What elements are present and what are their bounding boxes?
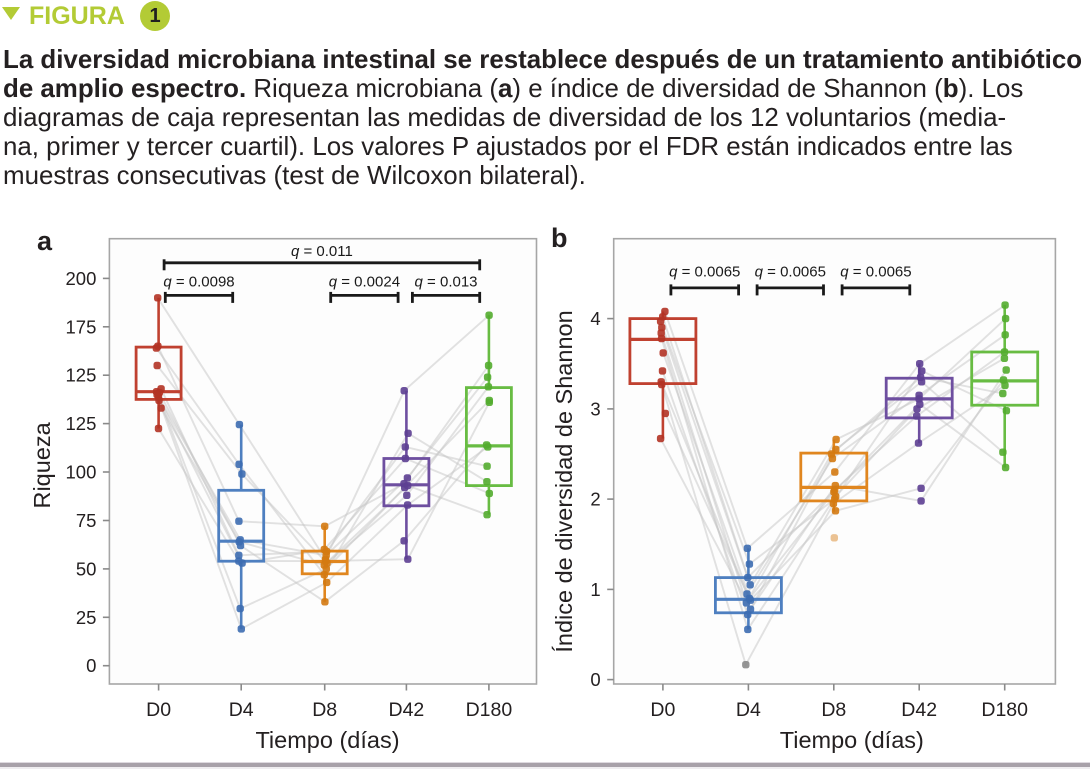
svg-text:q = 0.013: q = 0.013: [415, 273, 478, 290]
svg-text:D8: D8: [821, 699, 846, 721]
svg-text:25: 25: [76, 607, 97, 628]
svg-text:2: 2: [590, 489, 600, 510]
svg-text:D0: D0: [146, 699, 171, 721]
svg-text:0: 0: [590, 669, 600, 690]
svg-text:175: 175: [66, 316, 97, 337]
svg-text:D42: D42: [901, 699, 937, 721]
svg-text:3: 3: [590, 398, 600, 419]
svg-text:q = 0.0024: q = 0.0024: [329, 273, 400, 290]
svg-text:0: 0: [86, 655, 96, 676]
svg-text:D180: D180: [466, 699, 513, 721]
svg-text:q = 0.011: q = 0.011: [291, 243, 353, 260]
svg-text:D180: D180: [981, 699, 1028, 721]
svg-text:Índice de diversidad de Shanno: Índice de diversidad de Shannon: [551, 310, 577, 652]
svg-text:b: b: [551, 223, 568, 253]
svg-text:D4: D4: [736, 699, 761, 721]
svg-text:Tiempo (días): Tiempo (días): [255, 727, 399, 753]
svg-text:100: 100: [66, 462, 97, 483]
svg-text:a: a: [37, 226, 53, 256]
svg-text:q = 0.0065: q = 0.0065: [669, 264, 740, 281]
svg-text:4: 4: [590, 308, 600, 329]
svg-text:125: 125: [66, 365, 97, 386]
svg-text:q = 0.0098: q = 0.0098: [163, 273, 234, 290]
svg-text:D4: D4: [229, 699, 254, 721]
svg-text:75: 75: [76, 510, 97, 531]
svg-text:125: 125: [66, 413, 97, 434]
svg-text:D42: D42: [389, 699, 425, 721]
svg-text:Riqueza: Riqueza: [29, 421, 55, 508]
svg-text:D8: D8: [312, 699, 337, 721]
svg-text:q = 0.0065: q = 0.0065: [840, 264, 911, 281]
svg-text:50: 50: [76, 558, 97, 579]
svg-text:Tiempo (días): Tiempo (días): [780, 727, 924, 753]
svg-text:q = 0.0065: q = 0.0065: [755, 264, 826, 281]
svg-text:1: 1: [590, 579, 600, 600]
svg-text:200: 200: [66, 268, 97, 289]
svg-text:D0: D0: [650, 699, 675, 721]
